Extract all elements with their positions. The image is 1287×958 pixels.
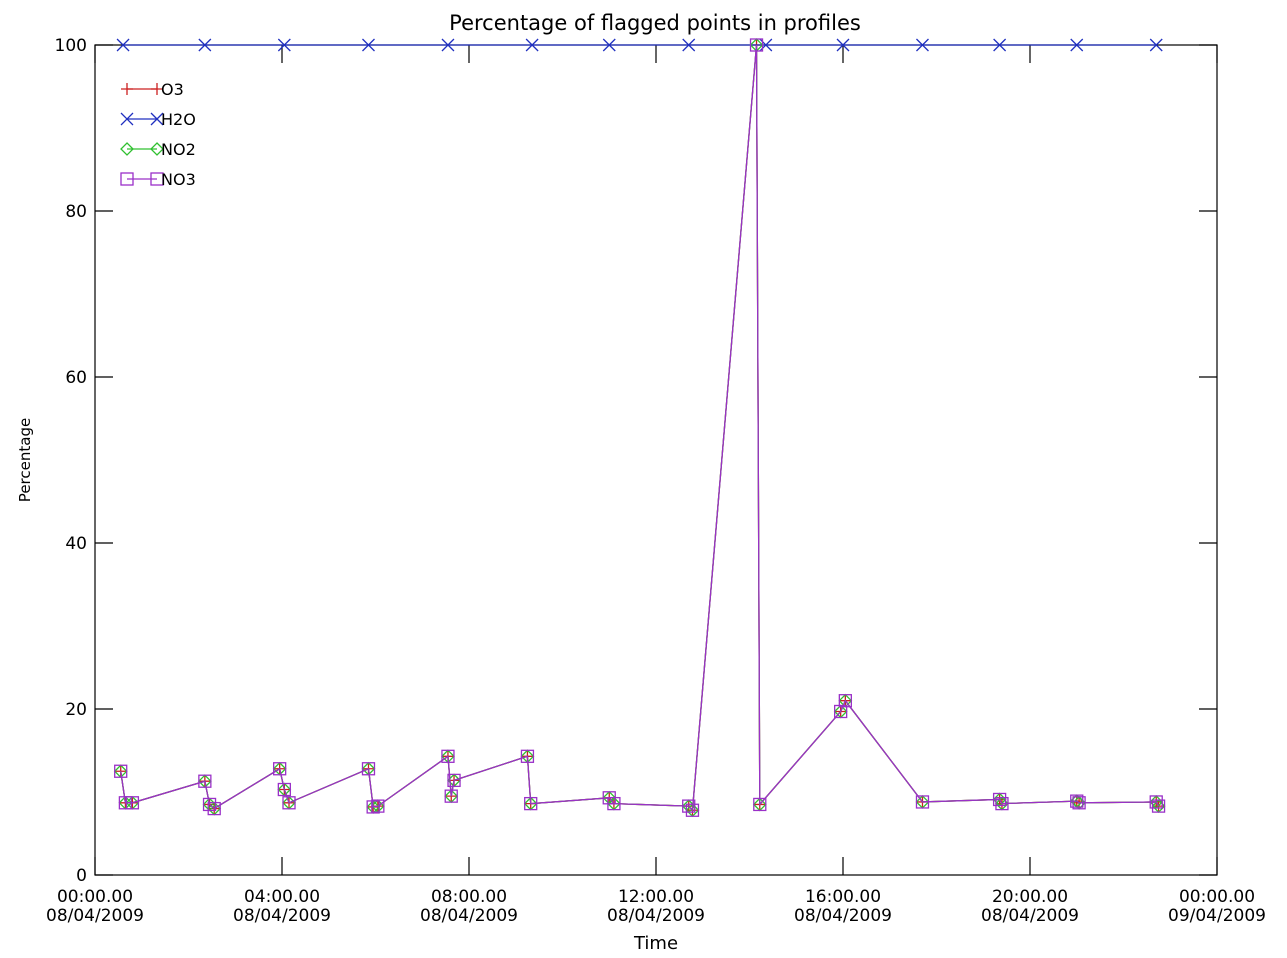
series-line-no3 xyxy=(120,44,1160,812)
x-tick-label-time: 00:00.00 xyxy=(57,887,133,907)
data-point-no3 xyxy=(273,762,287,776)
data-point-no3 xyxy=(282,796,296,810)
x-tick-label-date: 08/04/2009 xyxy=(607,906,705,926)
data-point-no3 xyxy=(1072,796,1086,810)
x-tick-label-date: 08/04/2009 xyxy=(46,906,144,926)
data-point-h2o xyxy=(993,38,1007,52)
data-point-no3 xyxy=(915,795,930,809)
y-axis-label: Percentage xyxy=(16,418,34,502)
x-tick-label-time: 04:00.00 xyxy=(244,887,320,907)
data-point-no3 xyxy=(1151,799,1166,813)
plot-frame xyxy=(94,44,1218,876)
legend-label: O3 xyxy=(161,80,184,99)
data-point-no3 xyxy=(444,789,458,803)
y-tick-label: 100 xyxy=(55,36,87,56)
data-point-no3 xyxy=(682,799,696,813)
data-point-no3 xyxy=(114,764,128,778)
y-tick-label: 60 xyxy=(65,368,87,388)
series-no2 xyxy=(113,38,1166,818)
data-point-no3 xyxy=(118,796,133,810)
data-point-no3 xyxy=(753,797,767,812)
legend: O3 H2O NO2 NO3 xyxy=(120,80,196,189)
data-point-no3 xyxy=(1070,794,1084,808)
data-point-no3 xyxy=(361,762,376,776)
x-tick-label-time: 16:00.00 xyxy=(805,887,881,907)
series-layer xyxy=(113,38,1166,818)
data-point-no3 xyxy=(838,694,852,708)
y-tick-label: 80 xyxy=(65,202,87,222)
legend-entry-o3: O3 xyxy=(121,80,184,99)
series-no3 xyxy=(114,38,1166,817)
x-tick-label-time: 08:00.00 xyxy=(431,887,507,907)
data-point-h2o xyxy=(441,38,455,52)
legend-marker xyxy=(120,142,134,156)
data-point-h2o xyxy=(277,38,291,52)
y-tick-label: 20 xyxy=(65,700,87,720)
y-tick-label: 40 xyxy=(65,534,87,554)
data-point-no3 xyxy=(607,796,621,811)
series-line-o3 xyxy=(120,44,1160,812)
x-axis: 00:00.0008/04/200904:00.0008/04/200908:0… xyxy=(46,45,1266,926)
series-line-no2 xyxy=(120,44,1160,812)
legend-marker xyxy=(151,83,163,95)
data-point-h2o xyxy=(1149,38,1163,52)
data-point-no3 xyxy=(749,38,764,52)
data-point-no3 xyxy=(125,796,140,810)
legend-entry-h2o: H2O xyxy=(120,110,196,129)
legend-entry-no2: NO2 xyxy=(120,140,196,159)
legend-entry-no3: NO3 xyxy=(120,170,196,189)
chart-title: Percentage of flagged points in profiles xyxy=(449,11,861,35)
y-tick-label: 0 xyxy=(76,866,87,886)
legend-label: NO2 xyxy=(161,140,196,159)
legend-marker xyxy=(150,112,164,126)
data-point-no3 xyxy=(441,749,455,763)
data-point-no3 xyxy=(366,800,380,814)
data-point-no3 xyxy=(995,796,1009,811)
data-point-h2o xyxy=(602,38,616,52)
data-point-h2o xyxy=(836,38,850,52)
data-point-no3 xyxy=(202,797,217,812)
legend-marker xyxy=(150,172,164,186)
data-point-no3 xyxy=(371,799,385,813)
x-axis-label: Time xyxy=(633,933,678,954)
legend-marker xyxy=(120,172,134,186)
x-tick-label-time: 00:00.00 xyxy=(1179,887,1255,907)
data-point-h2o xyxy=(682,38,696,52)
legend-marker xyxy=(150,142,164,156)
y-axis: 0 20 40 60 80 100 xyxy=(55,36,1217,886)
data-point-no3 xyxy=(1149,795,1163,809)
x-tick-label-date: 08/04/2009 xyxy=(420,906,518,926)
legend-label: H2O xyxy=(161,110,196,129)
x-tick-label-date: 08/04/2009 xyxy=(794,906,892,926)
x-tick-label-time: 12:00.00 xyxy=(618,887,694,907)
series-h2o xyxy=(116,38,1163,52)
data-point-no3 xyxy=(198,774,212,788)
legend-label: NO3 xyxy=(161,170,196,189)
data-point-no3 xyxy=(834,704,848,719)
data-point-h2o xyxy=(362,38,375,52)
data-point-h2o xyxy=(1070,38,1084,52)
data-point-h2o xyxy=(198,38,212,52)
data-point-h2o xyxy=(759,38,773,52)
data-point-no3 xyxy=(992,792,1007,807)
x-tick-label-date: 08/04/2009 xyxy=(981,906,1079,926)
data-point-h2o xyxy=(916,38,929,52)
data-point-h2o xyxy=(116,38,130,52)
data-point-no3 xyxy=(447,773,461,788)
legend-marker xyxy=(120,112,134,126)
x-tick-label-time: 20:00.00 xyxy=(992,887,1068,907)
series-o3 xyxy=(114,39,1165,817)
data-point-no3 xyxy=(520,749,535,763)
data-point-no3 xyxy=(685,803,700,817)
data-point-h2o xyxy=(525,38,539,52)
x-tick-label-date: 08/04/2009 xyxy=(233,906,331,926)
data-point-no3 xyxy=(207,801,221,816)
data-point-no3 xyxy=(277,782,291,797)
x-tick-label-date: 09/04/2009 xyxy=(1168,906,1266,926)
data-point-no3 xyxy=(524,796,538,811)
legend-marker xyxy=(121,83,133,95)
